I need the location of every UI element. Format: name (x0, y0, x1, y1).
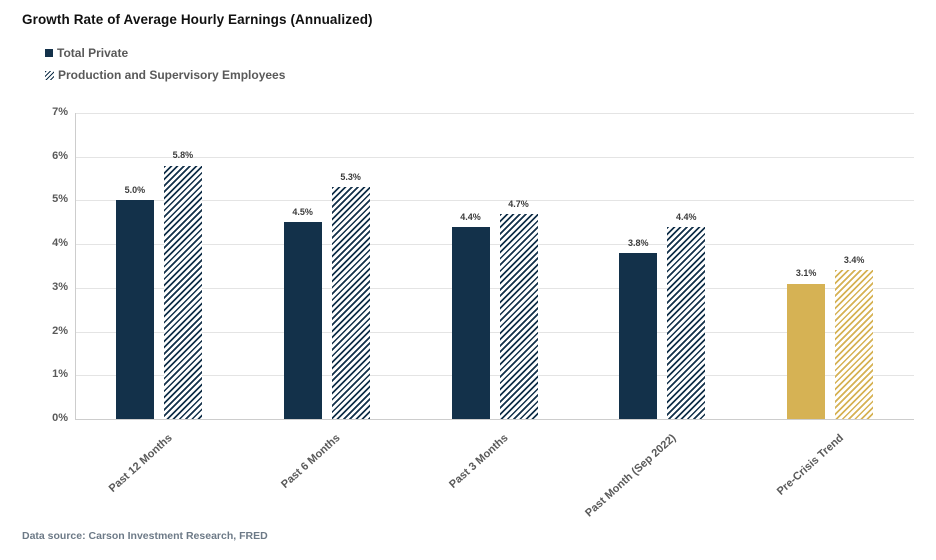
bar-value-label: 5.8% (172, 150, 194, 161)
y-axis-tick-label: 7% (52, 106, 68, 118)
y-axis-tick-label: 6% (52, 149, 68, 162)
legend-label: Total Private (57, 46, 129, 60)
bar-value-label: 5.3% (340, 172, 361, 183)
y-axis-tick-label: 4% (52, 237, 68, 250)
bar-value-label: 3.8% (628, 237, 649, 248)
legend-swatch-solid-icon (45, 49, 53, 57)
legend-swatch-hatched-icon (45, 70, 54, 80)
chart-legend: Total Private Production and Supervisory… (45, 42, 285, 86)
bar-value-label: 4.5% (292, 207, 313, 218)
y-axis-line (75, 113, 76, 420)
bar-hatched (499, 213, 538, 419)
bar-value-label: 4.4% (676, 211, 697, 222)
bar-solid (787, 283, 826, 419)
x-axis-category-label: Pre-Crisis Trend (774, 432, 847, 498)
legend-item-production-supervisory: Production and Supervisory Employees (45, 64, 285, 86)
bar-value-label: 5.0% (124, 185, 146, 196)
y-axis-tick-label: 0% (52, 412, 68, 424)
x-axis-category-label: Past 6 Months (279, 432, 343, 491)
data-source-note: Data source: Carson Investment Research,… (22, 530, 268, 542)
gridline (75, 288, 914, 289)
gridline (75, 244, 914, 245)
bar-solid (451, 226, 490, 419)
x-axis-category-label: Past 12 Months (106, 432, 175, 495)
chart-title: Growth Rate of Average Hourly Earnings (… (22, 12, 373, 27)
y-axis-tick-label: 2% (52, 324, 68, 337)
bar-value-label: 4.7% (508, 198, 529, 209)
bar-value-label: 4.4% (460, 211, 481, 222)
gridline (75, 113, 914, 114)
y-axis-tick-label: 5% (52, 193, 68, 206)
y-axis-tick-label: 3% (52, 280, 68, 293)
legend-item-total-private: Total Private (45, 42, 285, 64)
bar-solid (619, 252, 658, 419)
y-axis-tick-label: 1% (52, 368, 68, 381)
x-axis-category-label: Past Month (Sep 2022) (583, 432, 679, 520)
bar-solid (283, 222, 322, 419)
bar-value-label: 3.1% (795, 268, 817, 279)
bar-hatched (667, 226, 706, 419)
bar-value-label: 3.4% (843, 255, 865, 266)
x-axis-category-label: Past 3 Months (447, 432, 511, 491)
x-axis-line (75, 419, 914, 420)
gridline (75, 375, 914, 376)
bar-solid (115, 200, 154, 419)
gridline (75, 157, 914, 158)
gridline (75, 332, 914, 333)
bar-hatched (331, 187, 370, 419)
gridline (75, 200, 914, 201)
legend-label: Production and Supervisory Employees (58, 68, 286, 82)
bar-hatched (835, 270, 874, 419)
bar-hatched (163, 165, 202, 419)
